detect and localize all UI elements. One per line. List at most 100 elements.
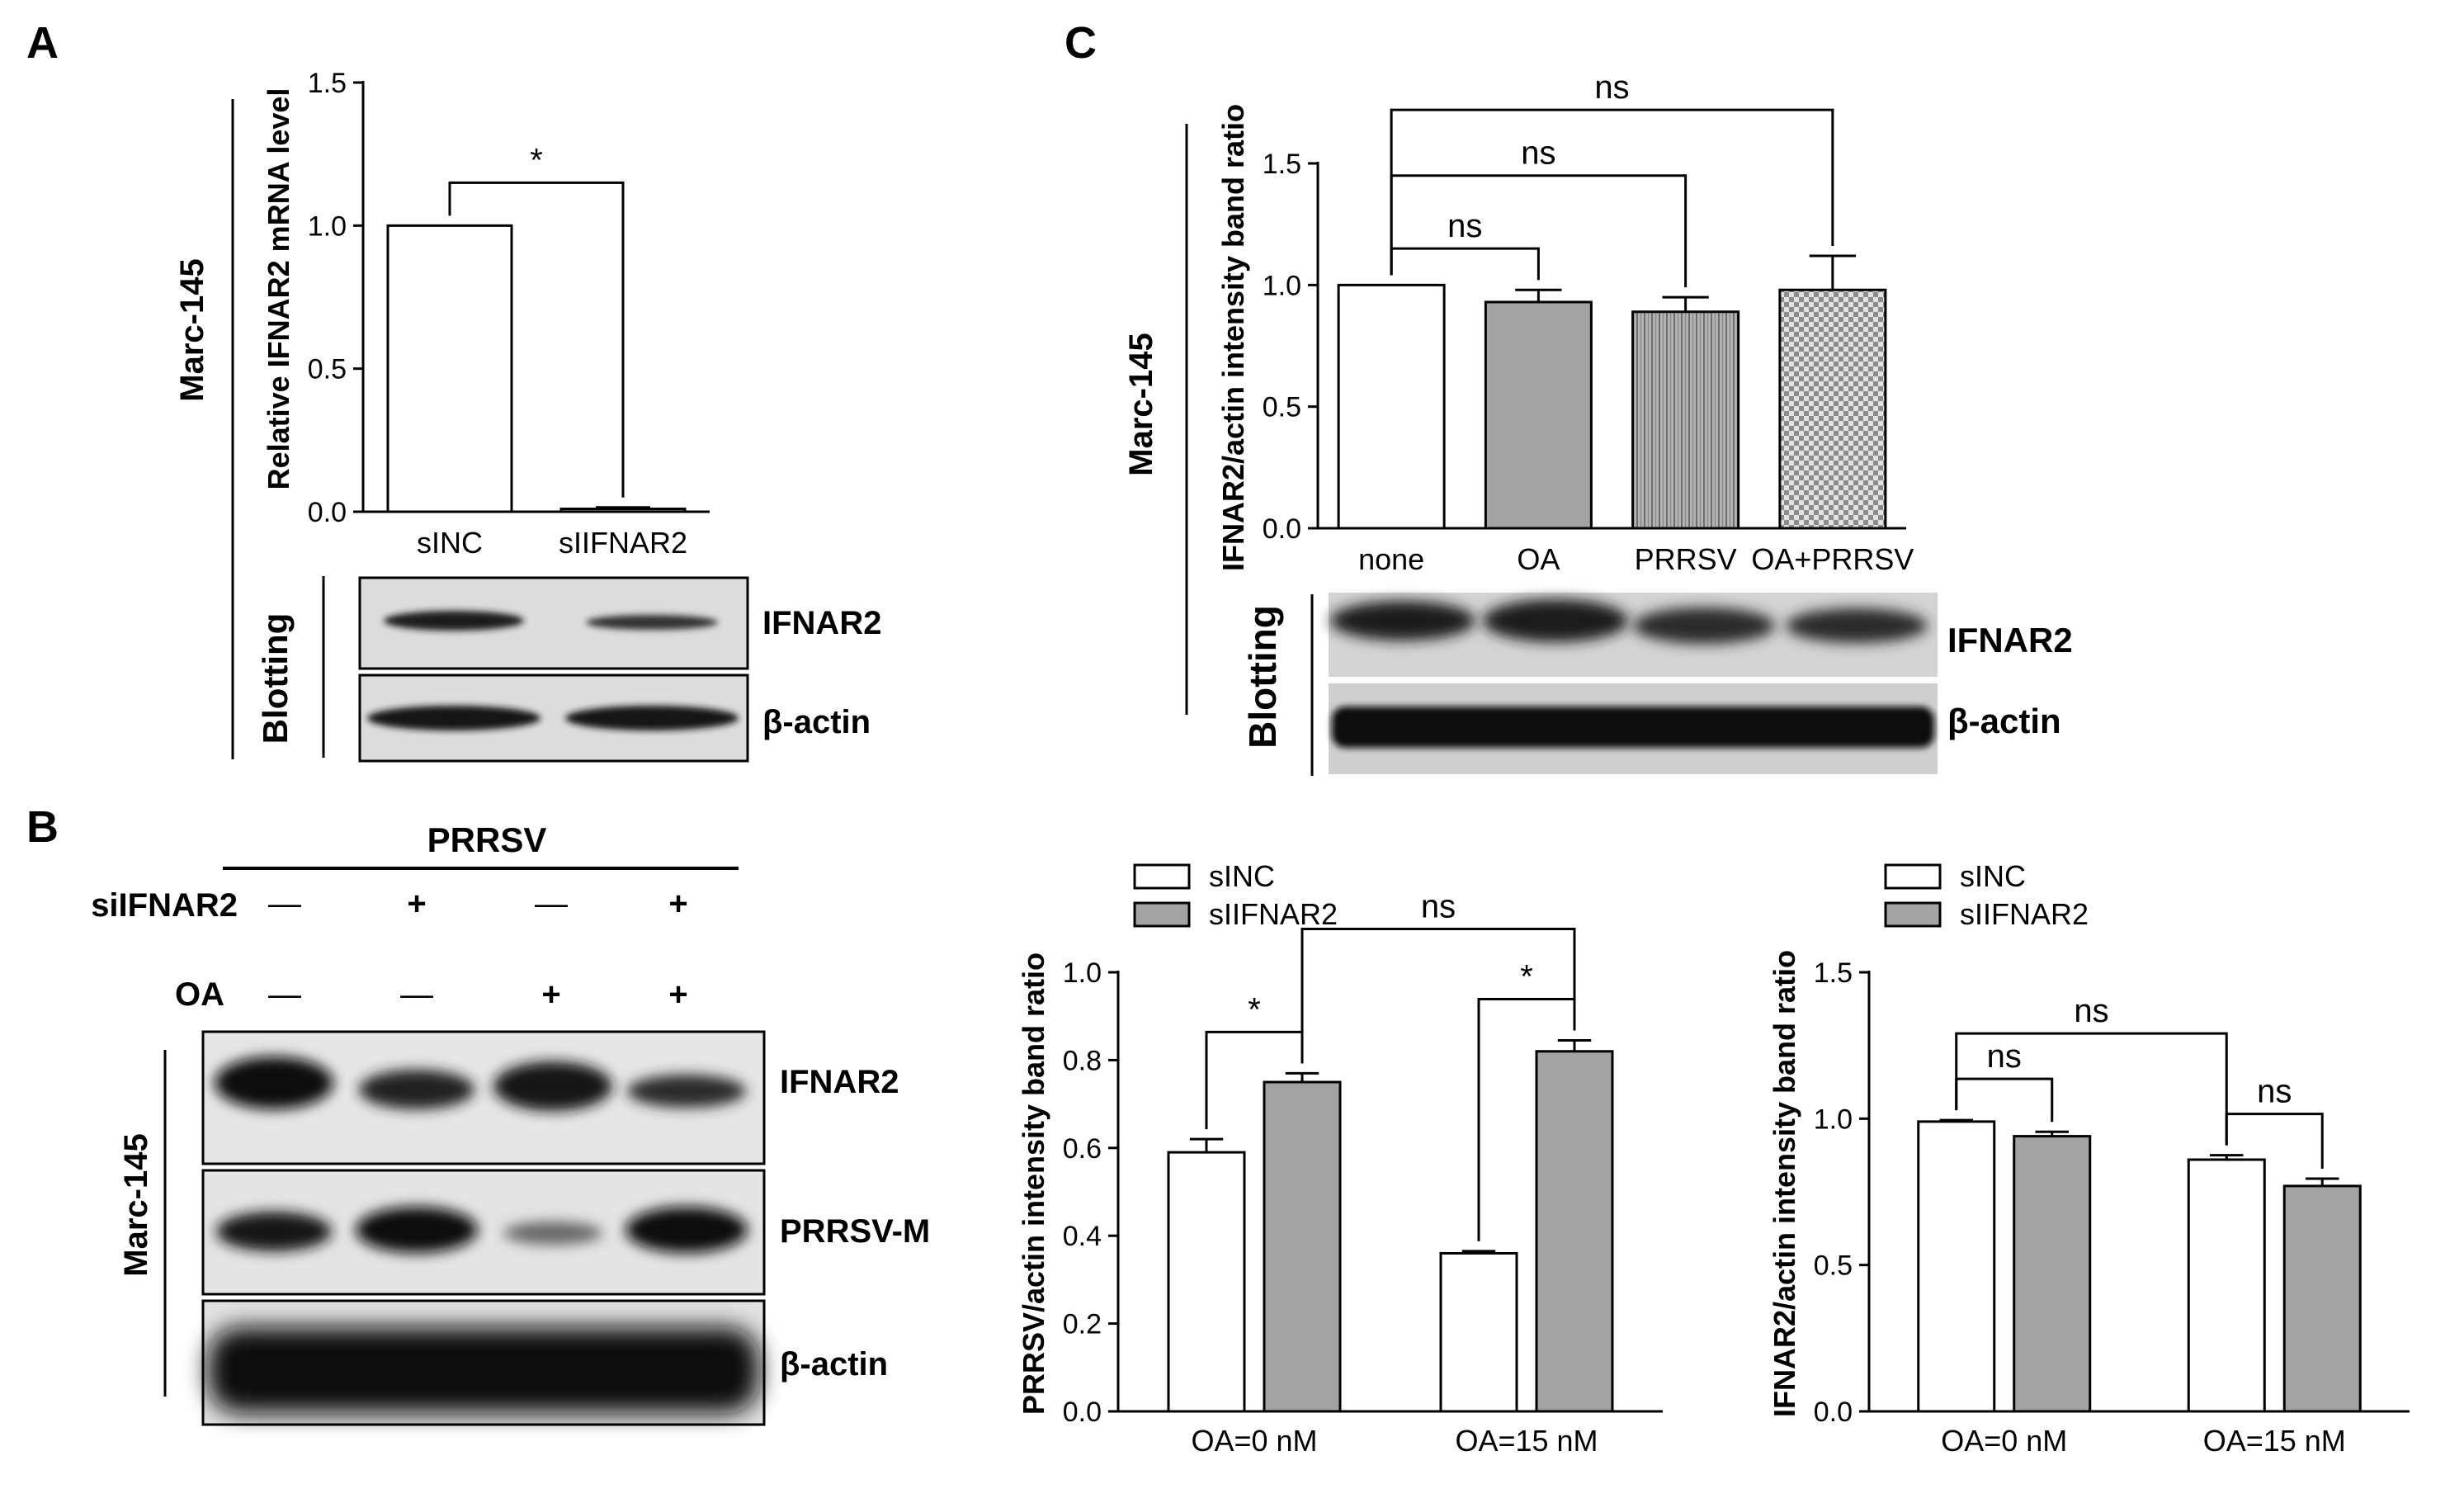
legend-swatch <box>1133 901 1191 928</box>
blot-label-b-prrsv-m: PRRSV-M <box>780 1213 930 1250</box>
bar <box>1439 1251 1518 1413</box>
cell-line-blot-c: Blotting <box>1241 605 1284 749</box>
sign: + <box>407 886 426 922</box>
y-tick-label: 1.0 <box>1263 270 1301 301</box>
panel-letter-c: C <box>1064 18 1097 68</box>
blot-b-prrsv-m <box>201 1169 766 1296</box>
y-axis-label: IFNAR2/actin intensity band ratio <box>1768 950 1801 1417</box>
legend-label: sINC <box>1209 859 1275 893</box>
blot-a-ifnar2 <box>358 576 749 670</box>
blot-label-b-ifnar2: IFNAR2 <box>780 1064 899 1100</box>
legend-label: sIIFNAR2 <box>1960 897 2089 931</box>
significance-label: * <box>1248 991 1261 1028</box>
x-tick-label: none <box>1358 542 1424 576</box>
blot-a-actin <box>358 674 749 763</box>
x-tick-label: sIIFNAR2 <box>559 526 687 560</box>
significance-label: ns <box>1421 888 1456 924</box>
legend-swatch <box>1884 863 1942 890</box>
bar <box>1917 1120 1996 1413</box>
chart-a: 0.0 0.5 1.0 1.5 Relative IFNAR2 mRNA level sI… <box>262 68 710 560</box>
significance-label: ns <box>1521 135 1555 172</box>
band <box>384 611 524 631</box>
x-tick-label: OA=15 nM <box>1455 1424 1598 1458</box>
y-axis-label: PRRSV/actin intensity band ratio <box>1017 952 1050 1415</box>
sign: — <box>400 976 433 1013</box>
blot-b-actin <box>201 1299 766 1426</box>
blot-c-ifnar2 <box>1329 593 1938 677</box>
y-tick-label: 1.5 <box>308 68 347 99</box>
y-axis-label: Relative IFNAR2 mRNA level <box>262 88 295 490</box>
y-tick-label: 0.0 <box>308 497 347 528</box>
bar <box>386 224 513 513</box>
bar <box>1535 1050 1614 1413</box>
significance-bracket <box>1300 927 1576 1064</box>
bar <box>1337 283 1446 530</box>
band <box>625 1207 748 1253</box>
band <box>1633 607 1775 644</box>
sign: — <box>535 886 568 922</box>
y-tick-label: 0.4 <box>1063 1221 1102 1252</box>
significance-bracket <box>448 181 625 498</box>
significance-label: ns <box>2074 993 2108 1029</box>
bar <box>1484 300 1593 530</box>
band <box>215 1056 333 1109</box>
legend-label: sIIFNAR2 <box>1209 897 1338 931</box>
significance-bracket <box>1955 1077 2054 1123</box>
y-tick-label: 0.6 <box>1063 1133 1102 1165</box>
blot-c-actin <box>1329 683 1938 774</box>
band <box>565 706 739 730</box>
y-tick-label: 0.5 <box>1814 1250 1853 1282</box>
panel-letter-b: B <box>26 802 59 852</box>
significance-label: ns <box>1447 208 1482 244</box>
chart-b-ifnar2-layer: 0.0 0.5 1.0 1.5 IFNAR2/actin intensity band … <box>1768 859 2410 1458</box>
y-tick-label: 1.5 <box>1814 957 1853 989</box>
significance-label: * <box>530 142 543 178</box>
y-tick-label: 1.0 <box>1814 1104 1853 1135</box>
x-tick-label: OA <box>1517 542 1560 576</box>
band <box>367 706 540 730</box>
y-tick-label: 1.5 <box>1263 149 1301 180</box>
chart-c-layer: 0.0 0.5 1.0 1.5 IFNAR2/actin intensity band … <box>1216 69 1914 576</box>
y-tick-label: 0.5 <box>308 354 347 385</box>
row-label-siifnar2: siIFNAR2 <box>91 887 238 924</box>
blot-label-b-actin: β-actin <box>780 1346 888 1382</box>
legend-swatch <box>1884 901 1942 928</box>
bar <box>1167 1151 1246 1413</box>
blot-label-a-ifnar2: IFNAR2 <box>762 605 881 641</box>
x-tick-label: PRRSV <box>1635 542 1737 576</box>
chart-b-ifnar2: 0.0 0.5 1.0 1.5 IFNAR2/actin intensity band … <box>1768 859 2410 1458</box>
y-tick-label: 1.0 <box>1063 957 1102 989</box>
y-tick-label: 0.5 <box>1263 392 1301 423</box>
chart-b-prrsv-layer: 0.0 0.2 0.4 0.6 0.8 1.0 PRRSV/actin intensity … <box>1017 859 1663 1458</box>
sign: + <box>668 886 687 922</box>
cell-line-label-c: Marc-145 <box>1123 333 1159 475</box>
panel-letter-a: A <box>26 18 59 68</box>
significance-label: ns <box>1987 1038 2022 1075</box>
y-tick-label: 0.0 <box>1263 513 1301 545</box>
band <box>356 1207 478 1253</box>
y-tick-label: 0.0 <box>1814 1397 1853 1428</box>
blot-label-c-ifnar2: IFNAR2 <box>1947 621 2073 659</box>
x-tick-label: OA=15 nM <box>2203 1424 2346 1458</box>
legend-label: sINC <box>1960 859 2026 893</box>
panel-b-blots: PRRSV siIFNAR2 OA — + — + — — + + Marc-1… <box>91 820 930 1426</box>
cell-line-blot-a: Blotting <box>256 613 295 744</box>
significance-bracket <box>1390 108 1834 276</box>
y-axis-label: IFNAR2/actin intensity band ratio <box>1216 104 1250 571</box>
band <box>1786 608 1928 643</box>
band <box>216 1212 332 1251</box>
row-label-oa: OA <box>175 976 224 1013</box>
significance-label: ns <box>2257 1074 2292 1110</box>
legend-swatch <box>1133 863 1191 890</box>
chart-c: 0.0 0.5 1.0 1.5 IFNAR2/actin intensity band … <box>1216 69 1914 576</box>
panel-b-header: PRRSV <box>427 820 547 859</box>
bar <box>1263 1080 1342 1413</box>
bar <box>1778 288 1887 530</box>
band <box>627 1075 746 1108</box>
bar <box>1631 310 1740 530</box>
significance-bracket <box>1390 247 1540 281</box>
cell-line-label-b: Marc-145 <box>118 1133 154 1276</box>
significance-label: ns <box>1594 69 1629 106</box>
blot-label-c-actin: β-actin <box>1947 702 2061 740</box>
